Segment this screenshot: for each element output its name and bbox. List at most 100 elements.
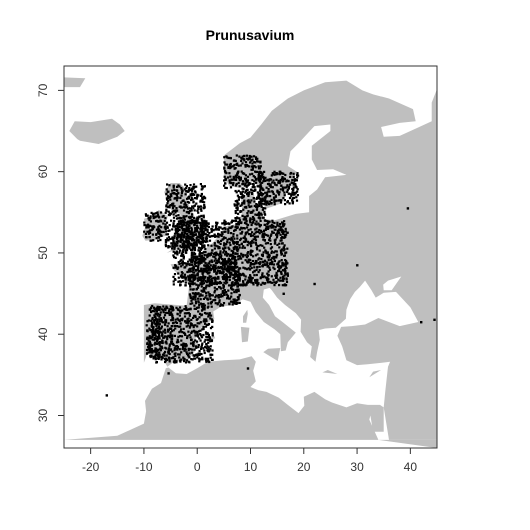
occurrence-point (234, 189, 237, 193)
occurrence-point (217, 232, 220, 235)
occurrence-point (236, 299, 239, 302)
occurrence-point (200, 188, 203, 191)
occurrence-point (199, 221, 202, 225)
occurrence-point (201, 245, 204, 248)
occurrence-point (264, 191, 267, 194)
occurrence-point (235, 176, 238, 179)
occurrence-point (264, 200, 267, 204)
occurrence-point (259, 229, 262, 232)
occurrence-point (160, 230, 163, 233)
occurrence-point (266, 195, 269, 198)
occurrence-point (151, 329, 154, 332)
occurrence-point (190, 259, 193, 262)
occurrence-point (183, 349, 186, 352)
occurrence-point (197, 300, 200, 303)
occurrence-point (176, 223, 179, 226)
occurrence-point (150, 348, 153, 351)
occurrence-point (221, 304, 225, 307)
occurrence-point (175, 192, 178, 196)
occurrence-point (178, 319, 181, 323)
occurrence-point (271, 219, 274, 222)
occurrence-point (177, 247, 180, 250)
occurrence-point (205, 360, 208, 363)
occurrence-point (182, 257, 185, 260)
occurrence-point (172, 329, 175, 332)
occurrence-point (193, 354, 196, 357)
occurrence-point (170, 319, 173, 322)
occurrence-point (268, 200, 271, 203)
occurrence-point (247, 280, 250, 283)
occurrence-point (185, 215, 188, 218)
occurrence-point (282, 292, 285, 295)
occurrence-point (191, 231, 194, 234)
occurrence-point (235, 154, 238, 157)
occurrence-point (223, 242, 226, 245)
occurrence-point (163, 219, 166, 222)
occurrence-point (214, 244, 217, 247)
occurrence-point (184, 281, 187, 284)
occurrence-point (147, 232, 150, 235)
occurrence-point (176, 325, 179, 328)
occurrence-point (151, 317, 154, 321)
occurrence-point (209, 280, 212, 283)
occurrence-point (147, 348, 150, 351)
occurrence-point (286, 262, 289, 265)
occurrence-point (234, 184, 238, 187)
occurrence-point (191, 280, 194, 284)
occurrence-point (176, 241, 179, 245)
occurrence-point (156, 320, 159, 324)
occurrence-point (243, 206, 246, 209)
occurrence-point (199, 252, 202, 255)
occurrence-point (276, 234, 279, 237)
occurrence-point (246, 367, 250, 370)
occurrence-point (189, 244, 192, 247)
occurrence-point (282, 187, 285, 190)
occurrence-point (249, 233, 252, 236)
occurrence-point (264, 176, 267, 179)
occurrence-point (266, 252, 269, 255)
occurrence-point (238, 179, 241, 182)
occurrence-point (252, 217, 255, 220)
occurrence-point (201, 241, 204, 244)
occurrence-point (205, 346, 208, 349)
occurrence-point (213, 247, 216, 250)
occurrence-point (198, 253, 201, 256)
occurrence-point (147, 225, 150, 228)
occurrence-point (189, 231, 193, 234)
occurrence-point (151, 349, 154, 352)
occurrence-point (203, 222, 206, 225)
occurrence-point (159, 317, 162, 320)
occurrence-point (263, 223, 266, 226)
occurrence-point (200, 294, 203, 297)
occurrence-point (199, 321, 202, 324)
occurrence-point (210, 280, 214, 283)
occurrence-point (182, 248, 185, 251)
occurrence-point (161, 334, 164, 337)
occurrence-point (201, 240, 204, 243)
occurrence-point (243, 155, 246, 158)
occurrence-point (242, 240, 245, 243)
occurrence-point (186, 336, 189, 340)
occurrence-point (191, 258, 194, 261)
occurrence-point (180, 343, 183, 346)
occurrence-point (196, 224, 199, 227)
occurrence-point (190, 273, 194, 277)
occurrence-point (219, 250, 222, 253)
occurrence-point (164, 227, 167, 230)
occurrence-point (217, 254, 220, 257)
occurrence-point (209, 348, 212, 351)
occurrence-point (201, 290, 204, 293)
occurrence-point (209, 340, 212, 343)
occurrence-point (218, 267, 221, 270)
occurrence-point (248, 154, 251, 158)
occurrence-point (160, 327, 163, 330)
occurrence-point (195, 244, 198, 247)
occurrence-point (234, 266, 237, 269)
occurrence-point (284, 259, 287, 262)
occurrence-point (206, 234, 210, 237)
occurrence-point (200, 235, 203, 238)
occurrence-point (195, 334, 198, 337)
occurrence-point (210, 300, 213, 303)
occurrence-point (186, 352, 189, 355)
occurrence-point (266, 242, 270, 245)
